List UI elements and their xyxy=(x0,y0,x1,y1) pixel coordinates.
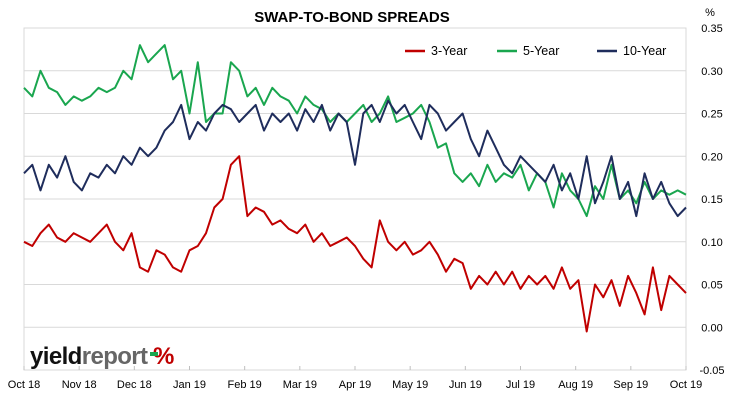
x-tick-label: Nov 18 xyxy=(62,379,97,391)
y-tick-label: 0.15 xyxy=(701,194,722,206)
x-tick-label: Oct 19 xyxy=(670,379,702,391)
legend-label-10-year: 10-Year xyxy=(623,44,666,58)
x-tick-label: Sep 19 xyxy=(613,379,648,391)
series-line-3-year xyxy=(23,155,687,333)
series-lines xyxy=(23,44,687,333)
x-axis: Oct 18 Nov 18 Dec 18 Jan 19 Feb 19 Mar 19 Apr … xyxy=(8,366,702,391)
x-tick-label: Oct 18 xyxy=(8,379,40,391)
y-tick-label: 0.20 xyxy=(701,151,722,163)
x-tick-label: Jun 19 xyxy=(449,379,482,391)
gridlines xyxy=(24,70,686,328)
y-tick-label: 0.00 xyxy=(701,322,722,334)
y-tick-label: -0.05 xyxy=(699,365,724,377)
legend-label-3-year: 3-Year xyxy=(431,44,467,58)
x-tick-label: Feb 19 xyxy=(228,379,262,391)
y-tick-label: 0.30 xyxy=(701,66,722,78)
series-line-10-year xyxy=(23,99,687,218)
y-axis: 0.35 0.30 0.25 0.20 0.15 0.10 0.05 0.00 -0.05 xyxy=(699,23,724,377)
x-tick-label: Mar 19 xyxy=(283,379,317,391)
logo-percent-icon: % xyxy=(153,343,174,370)
logo: yieldreport % xyxy=(30,343,175,370)
chart-title: SWAP-TO-BOND SPREADS xyxy=(254,9,450,26)
y-axis-unit: % xyxy=(705,7,715,19)
y-tick-label: 0.25 xyxy=(701,109,722,121)
legend: 3-Year 5-Year 10-Year xyxy=(405,44,666,58)
logo-accent-icon xyxy=(150,352,158,356)
x-tick-label: Apr 19 xyxy=(339,379,371,391)
legend-label-5-year: 5-Year xyxy=(523,44,559,58)
svg-text:yieldreport: yieldreport xyxy=(30,343,148,370)
x-tick-label: Dec 18 xyxy=(117,379,152,391)
x-tick-label: May 19 xyxy=(392,379,428,391)
series-line-5-year xyxy=(23,44,687,218)
x-tick-label: Jan 19 xyxy=(173,379,206,391)
y-tick-label: 0.10 xyxy=(701,237,722,249)
y-tick-label: 0.05 xyxy=(701,280,722,292)
y-tick-label: 0.35 xyxy=(701,23,722,35)
x-tick-label: Aug 19 xyxy=(558,379,593,391)
logo-word-yield: yield xyxy=(30,343,82,370)
x-tick-label: Jul 19 xyxy=(506,379,535,391)
logo-word-report: report xyxy=(82,343,148,370)
